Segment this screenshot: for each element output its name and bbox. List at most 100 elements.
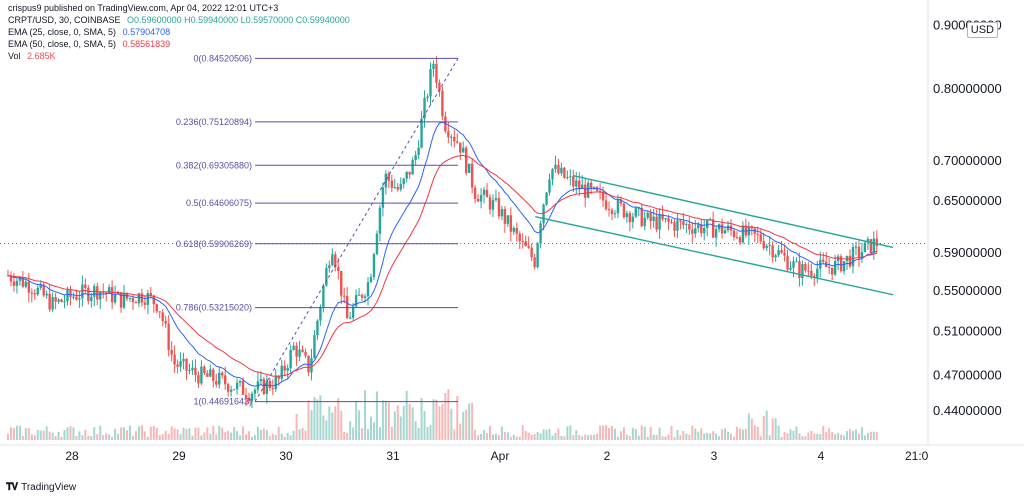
volume-bar [851,430,854,440]
volume-bar [625,434,628,440]
candle-body [152,295,155,305]
candle-body [592,187,596,189]
ema25-value: 0.57904708 [122,27,171,37]
currency-badge[interactable]: USD [966,22,998,38]
volume-bar [709,433,712,440]
candle-body [527,246,530,248]
volume-bar [459,423,462,440]
candle-body [473,187,477,199]
volume-bar [643,426,646,440]
volume-bar [688,434,691,440]
fib-level-label: 0.786(0.53215020) [176,303,252,313]
volume-bar [99,425,102,440]
volume-bar [744,428,747,440]
volume-bar [524,430,527,440]
candle-body [128,297,132,299]
candle-body [390,180,394,188]
candle-body [628,213,632,223]
candle-body [652,216,655,222]
candle-body [497,198,501,217]
candle-body [500,209,504,217]
volume-bar [718,436,721,440]
candle-body [575,180,578,187]
candle-body [182,358,185,362]
volume-bar [146,436,149,440]
candle-body [807,270,810,272]
volume-bar [613,428,616,440]
volume-bar [712,431,715,440]
volume-bar [280,433,283,440]
volume-bar [242,426,245,440]
channel-upper-line [572,174,894,249]
candle-body [560,167,563,174]
candle-body [36,287,39,295]
ohlc-values: O0.59600000 H0.59940000 L0.59570000 C0.5… [127,15,350,25]
volume-bar [51,432,54,440]
volume-bar [786,433,789,440]
volume-bar [334,406,337,440]
volume-bar [715,433,718,440]
volume-bar [637,435,640,440]
candle-body [860,252,864,258]
volume-bar [631,427,634,440]
candle-body [268,380,272,389]
volume-bar [111,436,114,440]
volume-bar [316,399,319,440]
candle-body [51,297,54,310]
candle-body [503,209,507,224]
x-tick-label: Apr [491,449,510,463]
candle-body [827,266,831,268]
candle-body [122,292,126,308]
volume-bar [352,427,355,440]
candle-body [429,69,432,97]
candle-body [209,369,212,377]
candle-body [622,203,626,218]
volume-bar [310,410,313,440]
published-line: crispus9 published on TradingView.com, A… [8,3,279,13]
volume-bar [399,416,402,440]
volume-bar [682,431,685,440]
candle-body [247,397,251,401]
candle-body [328,265,331,269]
volume-bar [721,428,724,440]
candle-body [164,321,167,324]
candle-body [586,182,590,198]
candle-body [643,217,646,227]
candle-body [545,192,548,205]
volume-bar [640,425,643,440]
candle-body [363,296,367,298]
candle-body [274,376,277,390]
candle-body [331,254,334,266]
volume-bar [325,420,328,440]
fib-level-label: 0.236(0.75120894) [176,117,252,127]
ema50-label: EMA (50, close, 0, SMA, 5) [8,39,117,49]
volume-bar [69,426,72,440]
volume-bar [405,390,408,440]
volume-bar [801,436,804,440]
candle-body [804,264,807,271]
volume-bar [563,436,566,440]
volume-bar [346,432,349,440]
volume-bar [477,435,480,440]
volume-bar [30,434,33,440]
volume-bar [307,400,310,440]
volume-bar [610,426,613,440]
volume-bar [456,395,459,440]
candle-body [63,301,66,303]
candle-body [72,296,75,298]
volume-bar [185,429,188,440]
candle-body [176,364,179,367]
volume-bar [860,427,863,440]
candle-body [476,198,480,202]
candle-body [869,239,873,253]
candle-body [215,380,218,385]
volume-bar [849,429,852,440]
candle-body [66,289,69,302]
candle-body [610,210,614,215]
volume-bar [599,425,602,440]
candle-body [265,380,269,395]
volume-bar [512,434,515,440]
candle-body [872,238,876,253]
candle-body [396,187,399,190]
